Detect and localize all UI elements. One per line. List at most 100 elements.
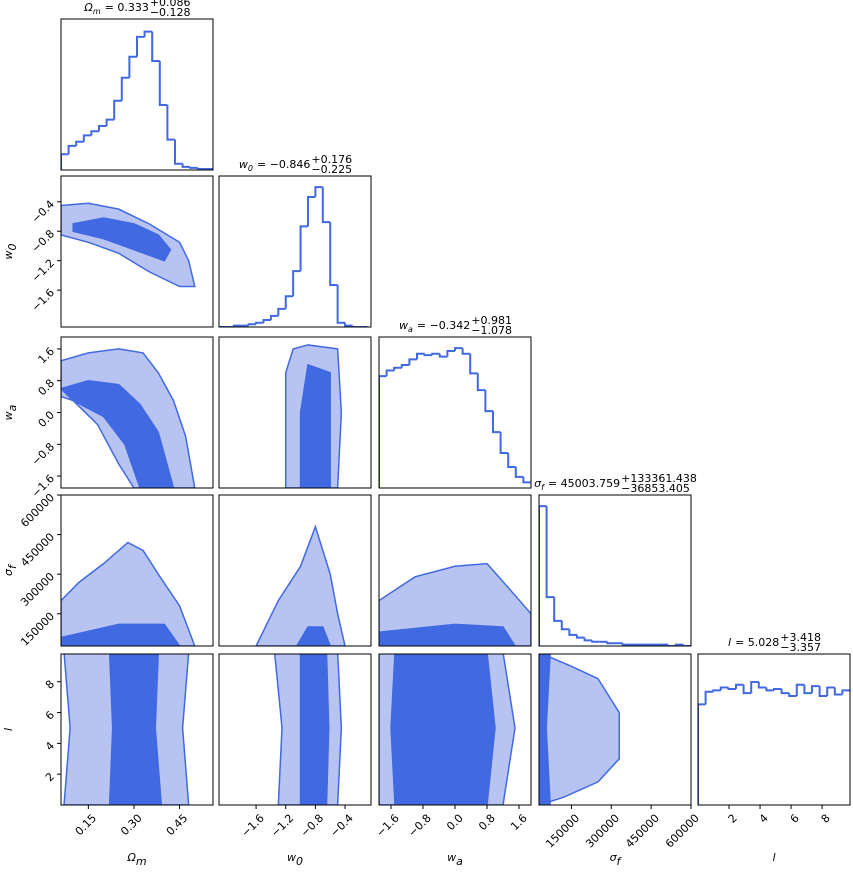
title-upper: +3.418	[780, 631, 821, 644]
axis-subscript: f	[617, 855, 623, 868]
hist-bin	[143, 30, 153, 37]
panel-title: w0 = −0.846	[239, 158, 311, 173]
axis-symbol: l	[2, 728, 15, 731]
y-tick-label: 0.0	[36, 408, 58, 430]
hist-bin	[174, 139, 183, 165]
hist-bin	[75, 140, 84, 146]
hist-bin	[408, 358, 417, 365]
hist-bin	[560, 620, 570, 631]
panel-title: wa = −0.342	[399, 319, 470, 334]
axis-subscript: a	[6, 404, 19, 411]
hist-bin	[136, 35, 145, 57]
contour-inner	[108, 654, 163, 805]
hist-bin	[189, 166, 198, 169]
hist-bin	[682, 644, 691, 646]
hist-bin	[811, 685, 820, 694]
x-tick-label: 1.6	[508, 812, 530, 834]
hist-bin	[67, 144, 77, 155]
hist-bin	[344, 322, 353, 327]
hist-bin	[113, 99, 122, 120]
hist-bin	[105, 118, 115, 126]
title-lower: −0.225	[311, 163, 352, 176]
hist-bin	[262, 319, 271, 323]
title-symbol: w	[239, 158, 248, 171]
title-symbol: w	[399, 319, 408, 332]
x-tick-label: 0.15	[73, 812, 100, 839]
hist-bin	[247, 323, 257, 326]
title-subscript: m	[93, 7, 101, 16]
hist-bin	[712, 689, 721, 692]
hist-bin	[416, 352, 425, 360]
hist-bin	[314, 186, 323, 197]
axis-symbol: Ω	[126, 851, 136, 864]
contour-outer	[539, 654, 621, 805]
axis-subscript: f	[6, 563, 19, 569]
hist-bin	[773, 687, 782, 691]
y-tick-label: −1.2	[29, 257, 57, 285]
hist-bin	[492, 411, 501, 434]
title-upper: +0.086	[150, 0, 191, 9]
hist-bin	[841, 689, 850, 695]
hist-bin	[727, 687, 736, 690]
x-tick-label: 4	[757, 812, 771, 826]
x-tick-label: 0.30	[118, 812, 145, 839]
y-tick-label: 4	[43, 739, 57, 753]
title-value: = −0.846	[257, 158, 310, 171]
y-tick-label: 450000	[18, 531, 57, 570]
title-lower: −36853.405	[621, 482, 690, 495]
contour-inner	[390, 654, 496, 805]
hist-bin	[591, 640, 600, 643]
hist-bin	[196, 167, 206, 170]
hist-bin	[393, 366, 402, 371]
hist-bin	[277, 307, 286, 316]
hist-bin	[284, 295, 294, 309]
axis-subscript: m	[136, 855, 147, 868]
hist-bin	[158, 60, 168, 106]
x-axis-label: σf	[610, 851, 623, 868]
hist-bin	[476, 373, 486, 392]
hist-bin	[576, 634, 585, 639]
hist-bin	[431, 352, 440, 356]
hist-bin	[299, 225, 308, 272]
panel-frame	[218, 336, 372, 489]
x-tick-label: 600000	[663, 812, 702, 851]
axis-symbol: w	[2, 411, 15, 420]
hist-bin	[98, 124, 107, 132]
contour-inner	[72, 217, 172, 262]
hist-bin	[484, 390, 493, 413]
x-tick-label: 0.8	[476, 812, 498, 834]
title-lower: −1.078	[471, 324, 512, 337]
hist-bin	[166, 104, 175, 141]
hist-bin	[461, 348, 471, 355]
hist-bin	[151, 31, 160, 62]
x-tick-label: 0.45	[164, 812, 191, 839]
panel-frame	[60, 494, 214, 647]
hist-bin	[795, 683, 805, 696]
hist-bin	[742, 684, 752, 695]
x-tick-label: 8	[819, 812, 833, 826]
hist-bin	[568, 629, 577, 636]
hist-bin	[522, 476, 531, 484]
hist-bin	[833, 687, 843, 696]
x-tick-label: 6	[788, 812, 802, 826]
hist-bin	[514, 467, 524, 478]
axis-subscript: 0	[6, 244, 19, 251]
hist-bin	[423, 353, 433, 357]
panel-title: σf = 45003.759	[534, 477, 620, 492]
y-tick-label: 0.8	[36, 377, 58, 399]
title-lower: −0.128	[150, 6, 191, 19]
panel-frame	[378, 336, 532, 489]
x-tick-label: −1.2	[268, 812, 296, 840]
panel-frame	[538, 653, 692, 806]
hist-bin	[469, 353, 478, 375]
y-tick-label: 300000	[18, 570, 57, 609]
x-axis-label: l	[772, 851, 775, 864]
hist-bin	[120, 76, 130, 101]
y-axis-label: wa	[2, 404, 19, 420]
hist-bin	[545, 506, 555, 599]
hist-bin	[788, 693, 797, 697]
axis-symbol: l	[772, 851, 775, 864]
axis-subscript: a	[456, 855, 463, 868]
contour-inner	[299, 654, 330, 805]
x-axis-label: w0	[287, 851, 303, 868]
